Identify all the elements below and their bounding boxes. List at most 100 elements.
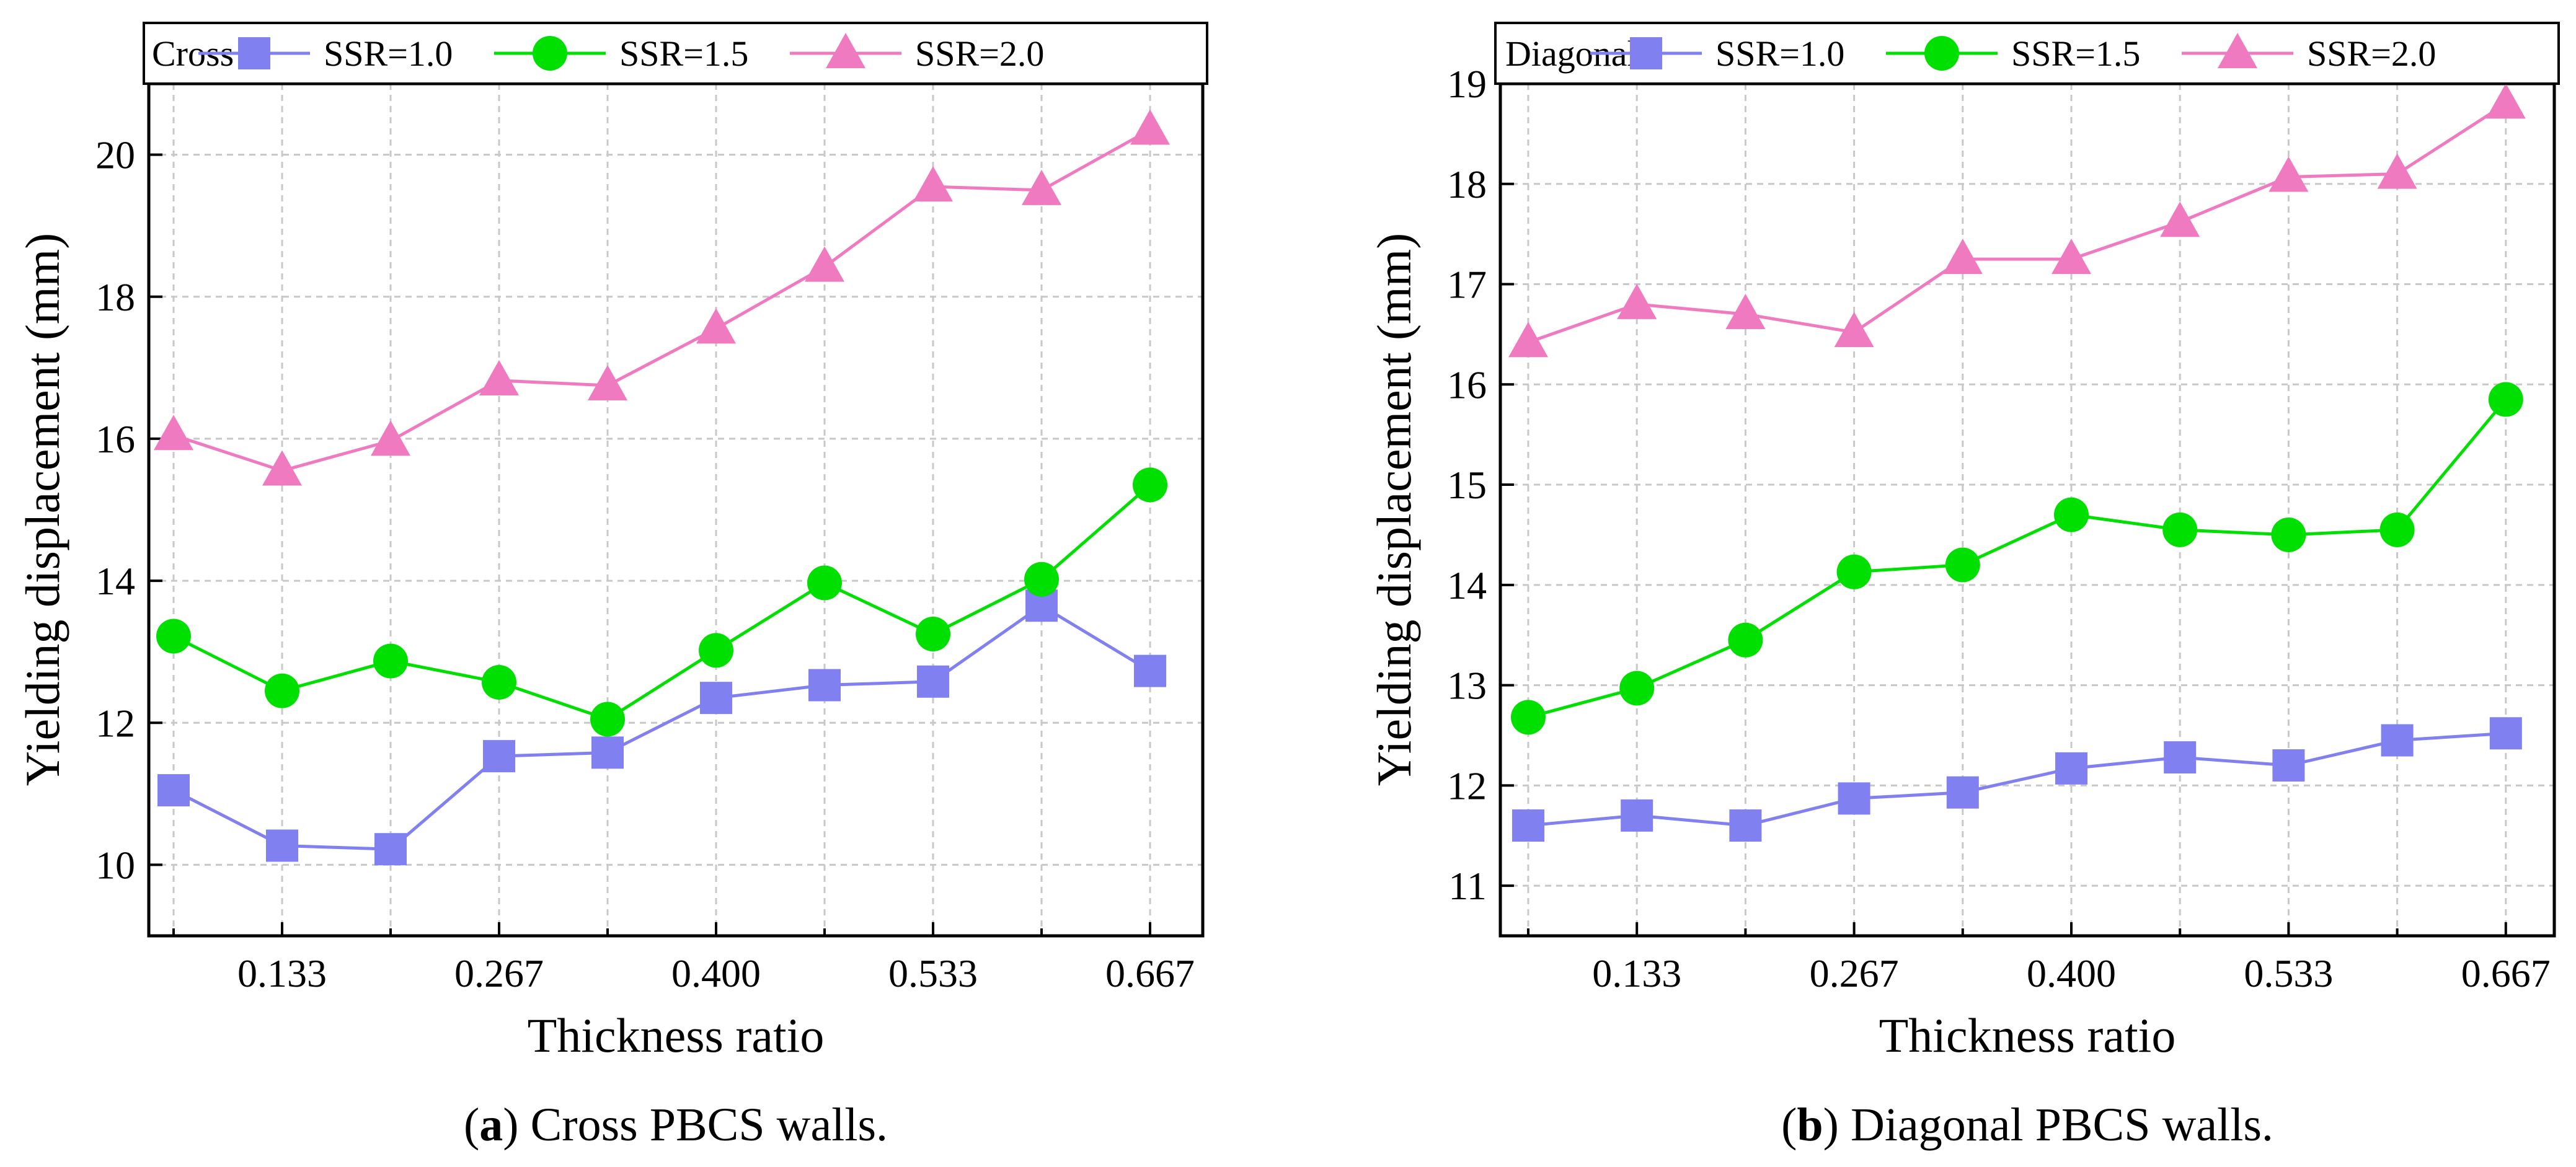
x-tick-label: 0.533: [888, 951, 978, 995]
x-tick-label: 0.667: [2461, 951, 2551, 995]
series-line: [1528, 398, 2507, 719]
x-tick-label: 0.533: [2244, 951, 2333, 995]
y-tick-label: 18: [95, 275, 135, 319]
data-point: [1725, 294, 1766, 330]
data-point: [2162, 512, 2198, 547]
caption-a: (a) Cross PBCS walls.: [464, 1099, 888, 1151]
data-point: [917, 665, 949, 698]
data-point: [1024, 561, 1059, 597]
data-point: [2272, 749, 2305, 782]
data-point: [2381, 724, 2414, 757]
data-point: [1621, 799, 1653, 832]
series-layer: [1508, 83, 2526, 842]
chart-panel-b: 11 12 13 14 15 16 17 18 19 0.133 0.267 0.400 0.533 0.…: [1367, 22, 2560, 1151]
data-point: [371, 420, 410, 456]
y-tick-label: 10: [95, 843, 135, 887]
data-point: [1836, 554, 1872, 589]
legend-marker: [2218, 33, 2257, 68]
y-tick-label: 20: [95, 133, 135, 177]
y-axis-label: Yielding displacement (mm): [15, 233, 69, 786]
data-point: [2379, 512, 2415, 547]
caption-letter: a: [479, 1099, 503, 1151]
data-point: [1512, 809, 1544, 842]
data-point: [1619, 671, 1655, 706]
data-point: [1942, 239, 1983, 275]
x-tick-label: 0.267: [454, 951, 544, 995]
caption-text: Diagonal PBCS walls.: [1839, 1099, 2273, 1151]
x-tick-label: 0.400: [671, 951, 761, 995]
data-point: [1617, 283, 1657, 319]
data-point: [2160, 201, 2200, 237]
legend-marker: [1924, 36, 1959, 71]
data-point: [1728, 622, 1763, 658]
legend-label: SSR=1.5: [2011, 33, 2140, 74]
data-point: [808, 669, 841, 702]
series-line: [1528, 731, 2506, 827]
y-tick-label: 13: [1447, 664, 1487, 708]
data-point: [591, 736, 624, 769]
data-point: [2268, 156, 2309, 192]
data-point: [1945, 547, 1980, 583]
legend: Cross SSR=1.0 SSR=1.5 SSR=2.0: [143, 22, 1208, 85]
y-axis-label: Yielding displacement (mm): [1367, 233, 1421, 786]
y-tick-label: 18: [1447, 162, 1487, 206]
y-tick-label: 17: [1447, 263, 1487, 307]
y-tick-label: 14: [1447, 563, 1487, 607]
data-point: [2489, 717, 2522, 750]
data-point: [2377, 153, 2417, 189]
y-tick-label: 11: [1448, 864, 1487, 908]
legend-label: SSR=1.0: [1715, 33, 1844, 74]
data-point: [266, 829, 298, 862]
data-point: [2052, 239, 2091, 275]
legend-entries: SSR=1.0 SSR=1.5 SSR=2.0: [1590, 33, 2436, 74]
x-tick-label: 0.133: [1592, 951, 1681, 995]
y-tick-label: 12: [1447, 764, 1487, 808]
data-point: [1946, 776, 1979, 809]
data-point: [2164, 741, 2197, 774]
data-point: [588, 364, 627, 400]
data-point: [590, 702, 625, 737]
series-layer: [154, 109, 1170, 866]
data-point: [262, 450, 302, 486]
plot-frame: [147, 82, 1205, 938]
data-point: [1022, 169, 1061, 205]
y-tick-label: 16: [1447, 363, 1487, 407]
legend-label: SSR=2.0: [2307, 33, 2436, 74]
data-point: [483, 740, 515, 773]
data-point: [1834, 312, 1874, 348]
data-point: [1130, 109, 1170, 145]
data-point: [2488, 382, 2523, 417]
axis-ticks: 11 12 13 14 15 16 17 18 19 0.133 0.267 0.400 0.533 0.…: [1447, 62, 2551, 995]
y-tick-label: 19: [1447, 62, 1487, 106]
data-point: [699, 633, 733, 668]
data-point: [154, 415, 193, 451]
x-tick-label: 0.667: [1105, 951, 1195, 995]
y-tick-label: 14: [95, 559, 135, 603]
legend: Diagonal SSR=1.0 SSR=1.5 SSR=2.0: [1494, 22, 2560, 85]
legend-marker: [826, 33, 865, 68]
grid-lines: [149, 84, 1203, 936]
data-point: [700, 682, 732, 715]
y-tick-label: 12: [95, 701, 135, 745]
data-point: [1508, 322, 1548, 358]
legend-marker: [1630, 37, 1662, 69]
data-point: [265, 673, 299, 708]
legend-marker: [533, 36, 567, 71]
data-point: [1838, 782, 1870, 815]
series-line: [173, 128, 1151, 473]
data-point: [1729, 809, 1762, 842]
y-tick-label: 15: [1447, 463, 1487, 507]
data-point: [1134, 654, 1166, 687]
legend-box: [143, 22, 1208, 85]
data-point: [696, 308, 736, 344]
data-point: [479, 359, 519, 395]
legend-entries: SSR=1.0 SSR=1.5 SSR=2.0: [198, 33, 1044, 74]
caption-b: (b) Diagonal PBCS walls.: [1781, 1099, 2273, 1151]
x-axis-label: Thickness ratio: [1879, 1008, 2176, 1062]
caption-letter: b: [1797, 1099, 1823, 1151]
series-line: [172, 483, 1151, 721]
x-tick-label: 0.400: [2027, 951, 2116, 995]
data-point: [2055, 752, 2087, 785]
x-tick-label: 0.267: [1810, 951, 1899, 995]
